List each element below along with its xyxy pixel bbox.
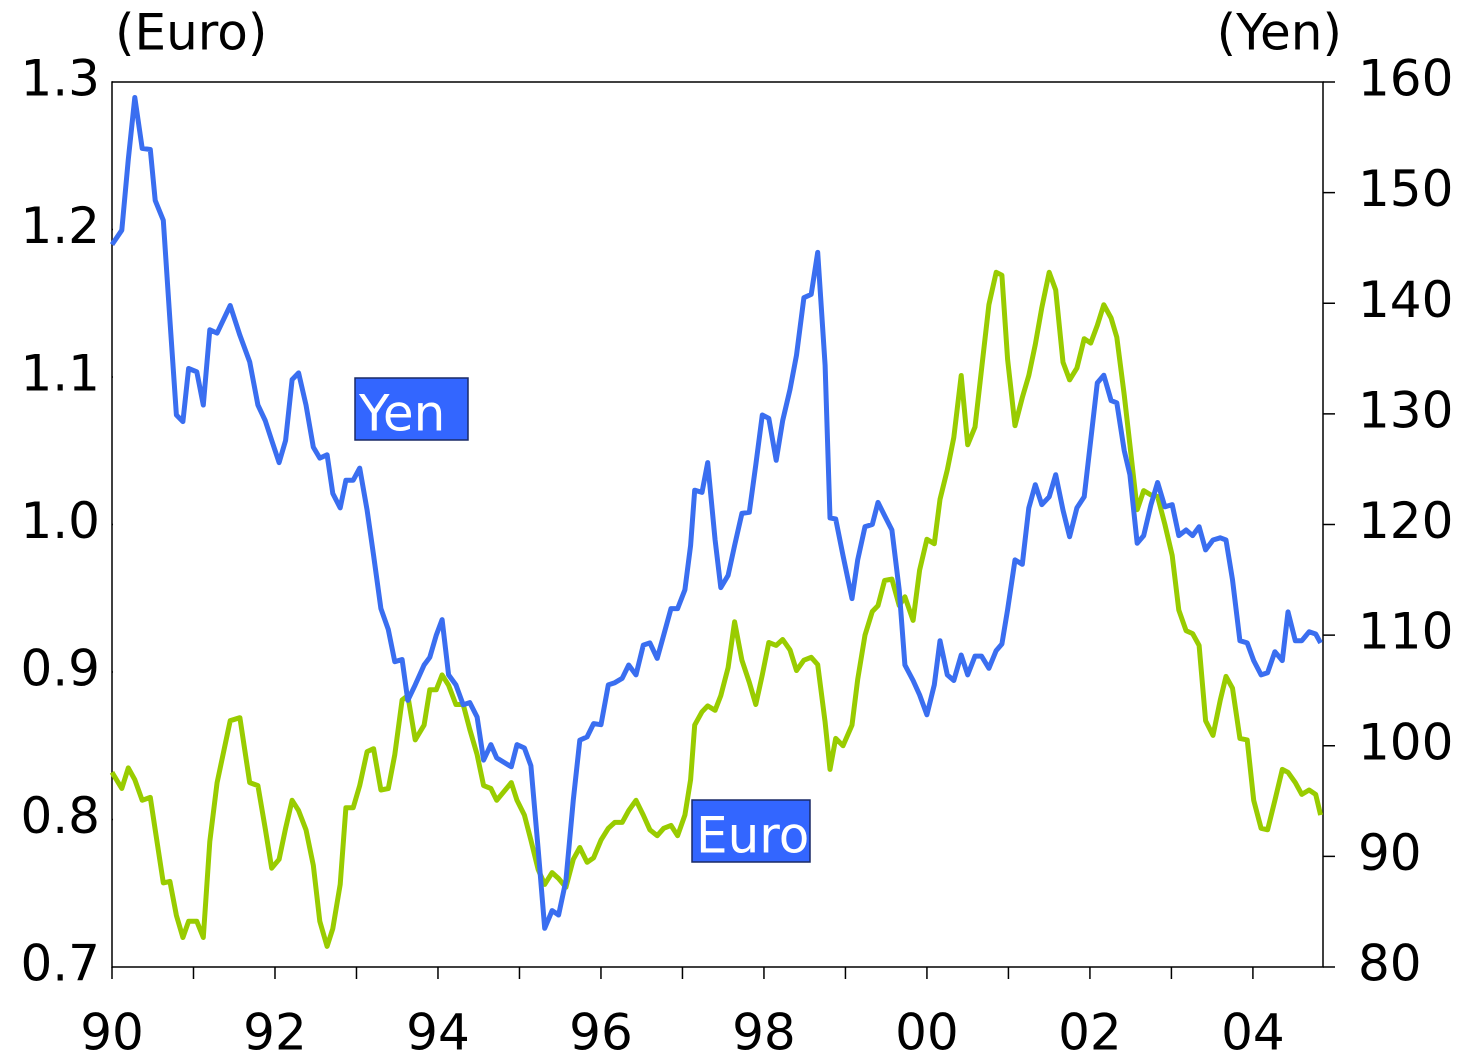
y2-tick-label: 90 bbox=[1358, 824, 1422, 882]
y-tick-label: 0.7 bbox=[20, 935, 100, 993]
x-tick-label: 92 bbox=[243, 1004, 307, 1062]
y-tick-label: 1.3 bbox=[20, 50, 100, 108]
y2-tick-label: 160 bbox=[1358, 50, 1453, 108]
x-tick-label: 02 bbox=[1058, 1004, 1122, 1062]
y-tick-label: 0.9 bbox=[20, 640, 100, 698]
y2-tick-label: 80 bbox=[1358, 935, 1422, 993]
y2-tick-label: 100 bbox=[1358, 713, 1453, 771]
x-tick-label: 94 bbox=[406, 1004, 470, 1062]
y-tick-label: 0.8 bbox=[20, 787, 100, 845]
x-tick-label: 00 bbox=[895, 1004, 959, 1062]
line-yen bbox=[109, 95, 1323, 931]
x-tick-label: 90 bbox=[80, 1004, 144, 1062]
series-label: Euro bbox=[691, 799, 811, 865]
line-euro bbox=[109, 269, 1324, 949]
y-tick-label: 1.0 bbox=[20, 492, 100, 550]
y2-tick-label: 150 bbox=[1358, 160, 1453, 218]
y2-tick-label: 140 bbox=[1358, 271, 1453, 329]
y-axis-label: (Euro) bbox=[115, 4, 267, 62]
x-tick-label: 98 bbox=[732, 1004, 796, 1062]
y2-tick-label: 130 bbox=[1358, 381, 1453, 439]
series-label-text: Yen bbox=[358, 385, 445, 443]
x-tick-label: 96 bbox=[569, 1004, 633, 1062]
series-label-text: Euro bbox=[696, 807, 809, 865]
y2-axis-label: (Yen) bbox=[1217, 4, 1342, 62]
x-tick-label: 04 bbox=[1221, 1004, 1285, 1062]
y-tick-label: 1.1 bbox=[20, 345, 100, 403]
series-label-box bbox=[691, 799, 811, 863]
series-label-box bbox=[354, 377, 469, 441]
series-label: Yen bbox=[354, 377, 469, 443]
y2-tick-label: 110 bbox=[1358, 603, 1453, 661]
y-tick-label: 1.2 bbox=[20, 197, 100, 255]
y2-tick-label: 120 bbox=[1358, 492, 1453, 550]
